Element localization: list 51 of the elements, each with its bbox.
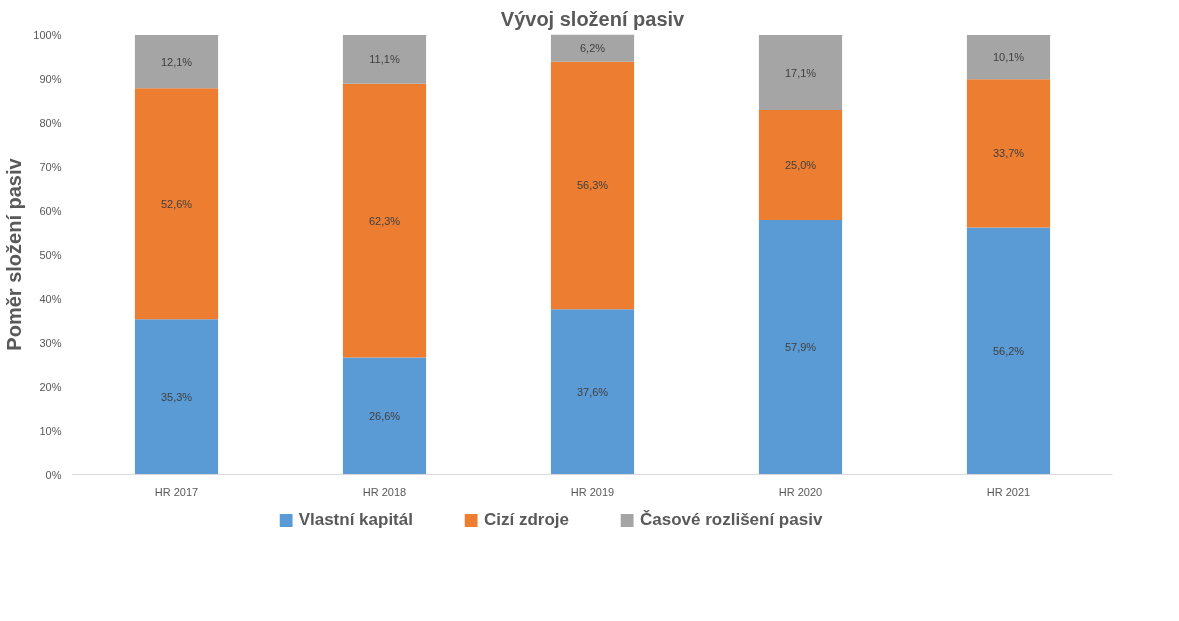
- bar: [134, 319, 219, 475]
- data-label: 62,3%: [368, 214, 401, 227]
- bar: [758, 34, 843, 111]
- data-label: 57,9%: [784, 341, 817, 354]
- legend-label: Vlastní kapitál: [298, 510, 413, 530]
- data-label: 35,3%: [160, 390, 193, 403]
- bar: [966, 34, 1051, 80]
- y-tick-label: 10%: [39, 424, 62, 437]
- legend-label: Časové rozlišení pasiv: [639, 510, 823, 530]
- bar: [550, 61, 635, 310]
- y-tick-label: 80%: [39, 116, 62, 129]
- data-label: 6,2%: [579, 42, 606, 55]
- x-tick-label: HR 2017: [154, 485, 199, 498]
- data-label: 52,6%: [160, 197, 193, 210]
- x-tick-label: HR 2020: [778, 485, 823, 498]
- data-label: 56,3%: [576, 179, 609, 192]
- bar: [758, 110, 843, 220]
- y-tick-label: 0%: [45, 468, 62, 481]
- bar: [342, 34, 427, 84]
- data-label: 10,1%: [992, 51, 1025, 64]
- y-tick-label: 70%: [39, 160, 62, 173]
- data-label: 25,0%: [784, 159, 817, 172]
- y-tick-label: 20%: [39, 380, 62, 393]
- bar: [342, 357, 427, 475]
- y-tick-label: 100%: [33, 28, 62, 41]
- y-tick-label: 30%: [39, 336, 62, 349]
- data-label: 17,1%: [784, 66, 817, 79]
- chart-title: Vývoj složení pasiv: [500, 7, 686, 30]
- y-tick-label: 60%: [39, 204, 62, 217]
- data-label: 56,2%: [992, 344, 1025, 357]
- y-axis-title: Poměr složení pasiv: [3, 157, 26, 351]
- data-label: 37,6%: [576, 385, 609, 398]
- x-tick-label: HR 2021: [986, 485, 1031, 498]
- data-label: 33,7%: [992, 147, 1025, 160]
- x-tick-label: HR 2019: [570, 485, 615, 498]
- data-label: 12,1%: [160, 55, 193, 68]
- y-tick-label: 50%: [39, 248, 62, 261]
- bar: [966, 227, 1051, 475]
- x-tick-label: HR 2018: [362, 485, 407, 498]
- bar: [134, 34, 219, 89]
- legend-label: Cizí zdroje: [483, 510, 569, 530]
- bar: [550, 309, 635, 475]
- bar: [550, 34, 635, 62]
- data-label: 26,6%: [368, 410, 401, 423]
- data-label: 11,1%: [369, 53, 400, 66]
- y-tick-label: 40%: [39, 292, 62, 305]
- y-tick-label: 90%: [39, 72, 62, 85]
- bar: [134, 88, 219, 320]
- bar: [758, 219, 843, 475]
- bar: [966, 79, 1051, 228]
- bar: [342, 83, 427, 358]
